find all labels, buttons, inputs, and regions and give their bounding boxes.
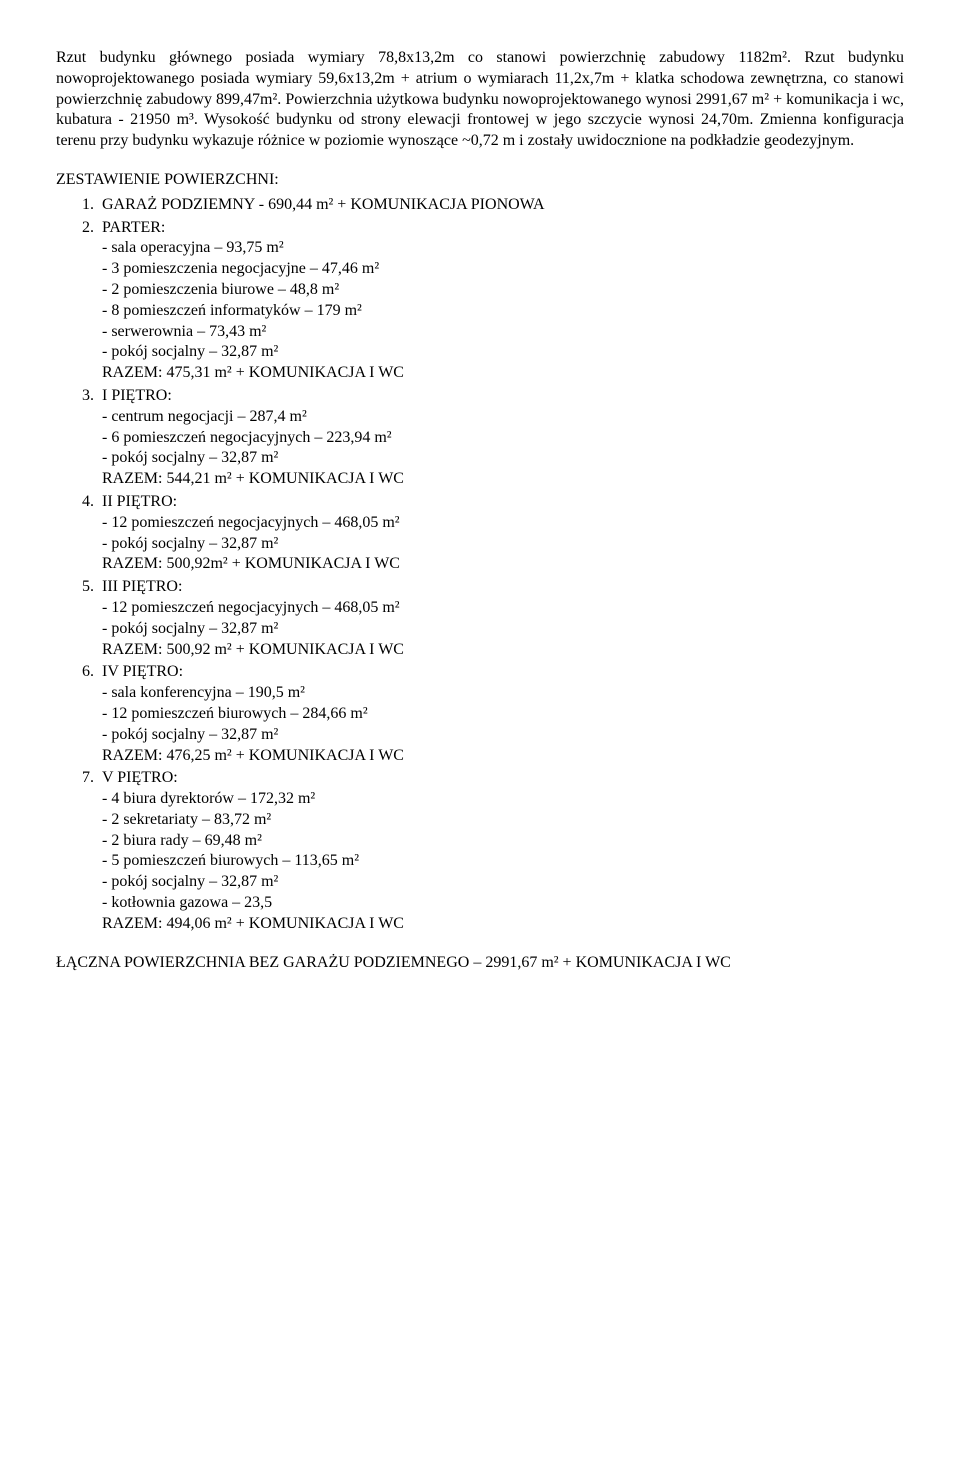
sub-line: - 6 pomieszczeń negocjacyjnych – 223,94 … [102,428,904,449]
sub-line: - sala operacyjna – 93,75 m² [102,238,904,259]
sub-line: - pokój socjalny – 32,87 m² [102,725,904,746]
sub-line: RAZEM: 544,21 m² + KOMUNIKACJA I WC [102,469,904,490]
item-heading: I PIĘTRO: [102,387,172,404]
sub-line: - 8 pomieszczeń informatyków – 179 m² [102,301,904,322]
sub-line: - pokój socjalny – 32,87 m² [102,342,904,363]
sub-line: RAZEM: 476,25 m² + KOMUNIKACJA I WC [102,746,904,767]
sub-line: - 5 pomieszczeń biurowych – 113,65 m² [102,851,904,872]
sub-line: - serwerownia – 73,43 m² [102,322,904,343]
item-heading: II PIĘTRO: [102,493,177,510]
sub-list: - 12 pomieszczeń negocjacyjnych – 468,05… [102,513,904,575]
sub-line: - 2 biura rady – 69,48 m² [102,831,904,852]
sub-line: - centrum negocjacji – 287,4 m² [102,407,904,428]
sub-line: - 2 sekretariaty – 83,72 m² [102,810,904,831]
sub-line: - pokój socjalny – 32,87 m² [102,619,904,640]
sub-line: RAZEM: 475,31 m² + KOMUNIKACJA I WC [102,363,904,384]
list-item: PARTER: - sala operacyjna – 93,75 m² - 3… [98,218,904,384]
item-heading: V PIĘTRO: [102,769,178,786]
sub-list: - centrum negocjacji – 287,4 m² - 6 pomi… [102,407,904,490]
sub-line: - kotłownia gazowa – 23,5 [102,893,904,914]
sub-line: - 3 pomieszczenia negocjacyjne – 47,46 m… [102,259,904,280]
list-item: II PIĘTRO: - 12 pomieszczeń negocjacyjny… [98,492,904,575]
item-heading: IV PIĘTRO: [102,663,183,680]
sub-line: - pokój socjalny – 32,87 m² [102,872,904,893]
list-item: GARAŻ PODZIEMNY - 690,44 m² + KOMUNIKACJ… [98,195,904,216]
sub-line: - 12 pomieszczeń negocjacyjnych – 468,05… [102,513,904,534]
sub-line: - pokój socjalny – 32,87 m² [102,534,904,555]
sub-list: - 12 pomieszczeń negocjacyjnych – 468,05… [102,598,904,660]
area-list: GARAŻ PODZIEMNY - 690,44 m² + KOMUNIKACJ… [56,195,904,935]
item-heading: PARTER: [102,219,165,236]
sub-list: - sala operacyjna – 93,75 m² - 3 pomiesz… [102,238,904,384]
intro-paragraph: Rzut budynku głównego posiada wymiary 78… [56,48,904,152]
item-heading: GARAŻ PODZIEMNY - 690,44 m² + KOMUNIKACJ… [102,196,545,213]
sub-line: - 4 biura dyrektorów – 172,32 m² [102,789,904,810]
sub-list: - sala konferencyjna – 190,5 m² - 12 pom… [102,683,904,766]
sub-line: RAZEM: 494,06 m² + KOMUNIKACJA I WC [102,914,904,935]
list-item: IV PIĘTRO: - sala konferencyjna – 190,5 … [98,662,904,766]
sub-line: - 12 pomieszczeń biurowych – 284,66 m² [102,704,904,725]
list-item: I PIĘTRO: - centrum negocjacji – 287,4 m… [98,386,904,490]
list-item: V PIĘTRO: - 4 biura dyrektorów – 172,32 … [98,768,904,934]
footer-total: ŁĄCZNA POWIERZCHNIA BEZ GARAŻU PODZIEMNE… [56,953,904,974]
sub-line: - sala konferencyjna – 190,5 m² [102,683,904,704]
sub-line: - pokój socjalny – 32,87 m² [102,448,904,469]
sub-line: - 12 pomieszczeń negocjacyjnych – 468,05… [102,598,904,619]
sub-line: - 2 pomieszczenia biurowe – 48,8 m² [102,280,904,301]
sub-line: RAZEM: 500,92m² + KOMUNIKACJA I WC [102,554,904,575]
item-heading: III PIĘTRO: [102,578,182,595]
section-heading: ZESTAWIENIE POWIERZCHNI: [56,170,904,191]
list-item: III PIĘTRO: - 12 pomieszczeń negocjacyjn… [98,577,904,660]
sub-line: RAZEM: 500,92 m² + KOMUNIKACJA I WC [102,640,904,661]
sub-list: - 4 biura dyrektorów – 172,32 m² - 2 sek… [102,789,904,935]
